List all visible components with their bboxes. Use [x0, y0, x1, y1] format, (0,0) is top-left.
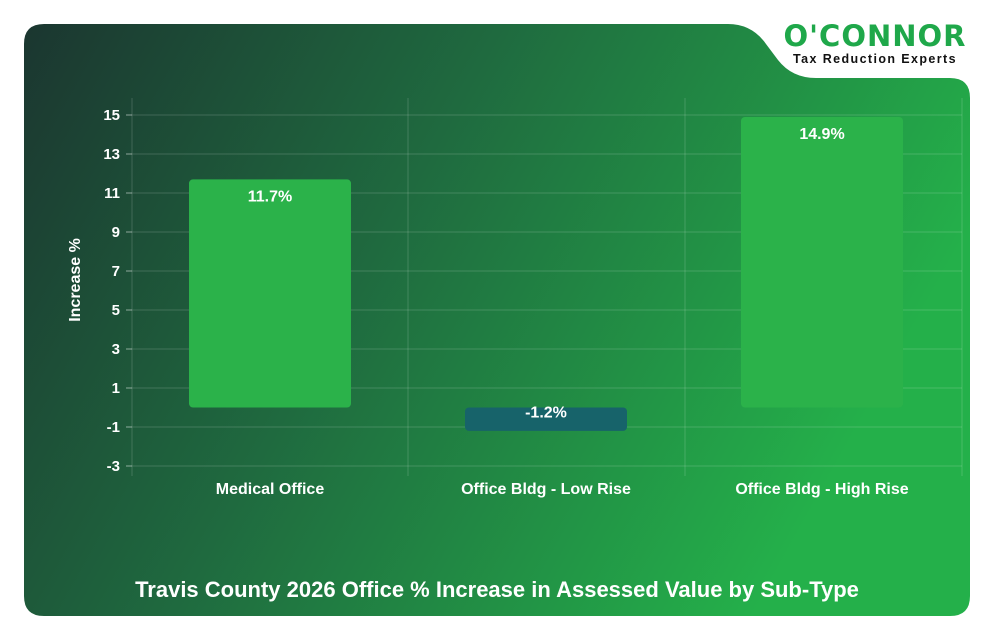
bars: [189, 116, 903, 431]
y-tick-label: -3: [107, 458, 120, 475]
y-tick-label: 5: [112, 302, 120, 319]
brand-logo: O'CONNOR Tax Reduction Experts: [770, 18, 980, 70]
y-axis: 15 13 11 9 7 5 3 1 -1 -3: [103, 107, 132, 475]
brand-name: O'CONNOR: [783, 19, 967, 53]
chart-title: Travis County 2026 Office % Increase in …: [135, 577, 859, 602]
data-labels: 11.7% -1.2% 14.9%: [248, 126, 845, 422]
chart-background: [24, 24, 970, 616]
data-label: 14.9%: [799, 126, 844, 143]
y-tick-label: 11: [104, 185, 120, 202]
y-tick-label: 9: [112, 224, 120, 241]
y-tick-label: 3: [112, 341, 120, 358]
x-axis: Medical Office Office Bldg - Low Rise Offi…: [216, 481, 909, 498]
bar-office-bldg-low-rise: [465, 407, 627, 431]
y-tick-label: -1: [107, 419, 120, 436]
data-label: -1.2%: [525, 405, 567, 422]
y-tick-label: 15: [103, 107, 120, 124]
data-label: 11.7%: [248, 188, 292, 205]
y-axis-title: Increase %: [67, 238, 84, 322]
y-tick-label: 7: [112, 263, 120, 280]
brand-tagline: Tax Reduction Experts: [793, 52, 957, 66]
x-tick-label: Office Bldg - Low Rise: [461, 481, 631, 498]
y-tick-label: 1: [112, 380, 120, 397]
x-tick-label: Medical Office: [216, 481, 325, 498]
x-tick-label: Office Bldg - High Rise: [735, 481, 908, 498]
y-tick-label: 13: [103, 146, 120, 163]
bar-medical-office: [189, 179, 351, 408]
bar-office-bldg-high-rise: [741, 116, 903, 408]
